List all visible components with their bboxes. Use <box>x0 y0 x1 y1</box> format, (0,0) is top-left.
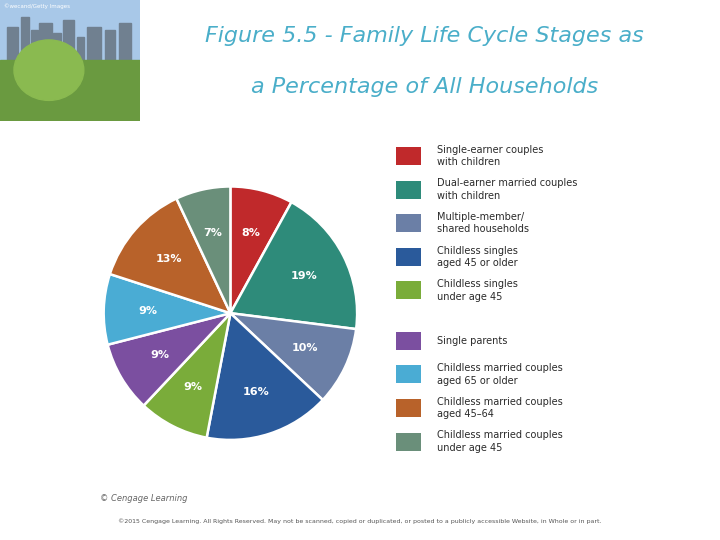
Wedge shape <box>176 186 230 313</box>
Text: Dual-earner married couples
with children: Dual-earner married couples with childre… <box>437 178 577 201</box>
Bar <box>395 180 421 199</box>
Bar <box>395 433 421 450</box>
Text: ©wecand/Getty Images: ©wecand/Getty Images <box>4 4 70 9</box>
Text: Childless married couples
under age 45: Childless married couples under age 45 <box>437 430 562 453</box>
Bar <box>395 248 421 266</box>
Text: 16%: 16% <box>243 387 269 396</box>
Bar <box>395 281 421 299</box>
Bar <box>86 26 101 66</box>
Text: © Cengage Learning: © Cengage Learning <box>100 494 187 503</box>
Bar <box>395 399 421 417</box>
Polygon shape <box>0 60 140 121</box>
Text: Childless singles
under age 45: Childless singles under age 45 <box>437 279 518 302</box>
Text: Childless married couples
aged 45–64: Childless married couples aged 45–64 <box>437 397 562 419</box>
Wedge shape <box>110 199 230 313</box>
Wedge shape <box>104 274 230 345</box>
Text: Single parents: Single parents <box>437 336 507 346</box>
Bar <box>395 214 421 232</box>
Bar <box>53 33 61 66</box>
Wedge shape <box>144 313 230 438</box>
Wedge shape <box>108 313 230 406</box>
Wedge shape <box>230 202 357 329</box>
Bar <box>395 147 421 165</box>
Text: 9%: 9% <box>150 350 169 360</box>
Bar <box>119 23 131 66</box>
Bar <box>77 37 84 66</box>
Text: Childless singles
aged 45 or older: Childless singles aged 45 or older <box>437 246 518 268</box>
Bar <box>39 23 52 66</box>
Text: Multiple-member/
shared households: Multiple-member/ shared households <box>437 212 528 234</box>
Wedge shape <box>207 313 323 440</box>
Bar <box>21 17 30 66</box>
Bar <box>7 26 18 66</box>
Text: Single-earner couples
with children: Single-earner couples with children <box>437 145 543 167</box>
Text: Figure 5.5 - Family Life Cycle Stages as: Figure 5.5 - Family Life Cycle Stages as <box>205 26 644 46</box>
Bar <box>31 30 37 66</box>
Text: 9%: 9% <box>138 306 158 315</box>
Text: 10%: 10% <box>292 343 318 353</box>
Wedge shape <box>230 313 356 400</box>
Bar <box>395 332 421 350</box>
Text: ©2015 Cengage Learning. All Rights Reserved. May not be scanned, copied or dupli: ©2015 Cengage Learning. All Rights Reser… <box>118 518 602 523</box>
Text: 8%: 8% <box>241 228 261 239</box>
Bar <box>63 20 74 66</box>
Text: 9%: 9% <box>184 382 202 392</box>
Text: 7%: 7% <box>203 228 222 238</box>
Text: Childless married couples
aged 65 or older: Childless married couples aged 65 or old… <box>437 363 562 386</box>
Text: a Percentage of All Households: a Percentage of All Households <box>251 77 598 97</box>
Bar <box>395 366 421 383</box>
Text: 13%: 13% <box>156 254 182 264</box>
Wedge shape <box>230 186 292 313</box>
Text: 19%: 19% <box>290 271 318 281</box>
Bar <box>105 30 114 66</box>
Polygon shape <box>0 0 140 66</box>
Circle shape <box>14 40 84 100</box>
